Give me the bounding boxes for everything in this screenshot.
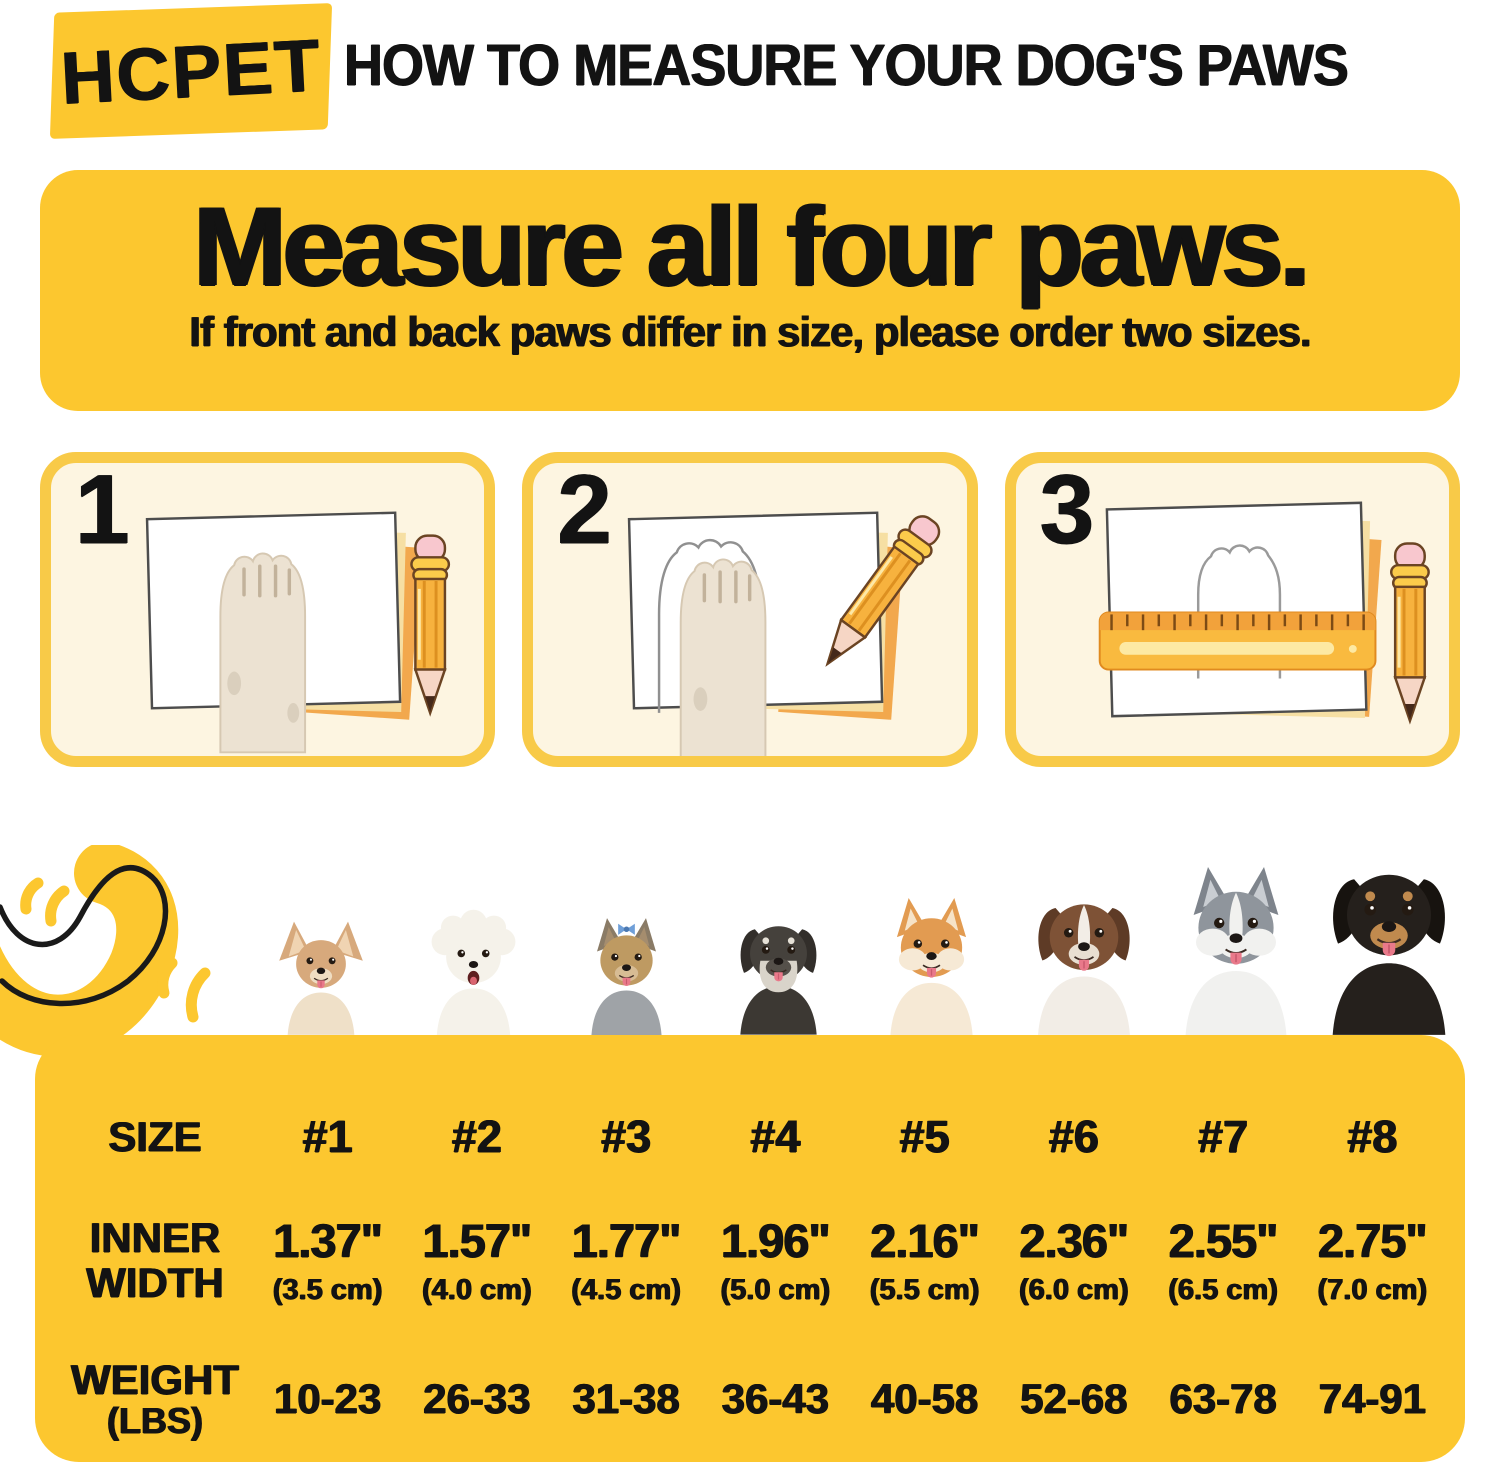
brand-logo-text: HCPET <box>58 22 324 120</box>
size-cell: #7 <box>1198 1111 1249 1162</box>
measure-banner: Measure all four paws. If front and back… <box>40 170 1460 411</box>
size-cell: #1 <box>302 1111 353 1162</box>
weight-cell: 31-38 <box>572 1375 680 1422</box>
squiggle-swoosh-icon <box>0 845 211 1057</box>
step-card-2: 2 <box>522 452 978 767</box>
inner-width-row-label: INNER WIDTH <box>86 1213 224 1306</box>
size-cell: #5 <box>899 1111 950 1162</box>
ruler-icon <box>1098 611 1377 671</box>
weight-cell: 40-58 <box>870 1375 979 1422</box>
size-chart: SIZE #1 #2 #3 #4 #5 #6 #7 #8 INNER WIDTH… <box>35 1035 1465 1462</box>
ruler-measure-icon <box>1098 501 1430 725</box>
dog-photo-miniature-schnauzer <box>727 895 830 1035</box>
weight-cell: 52-68 <box>1020 1375 1128 1422</box>
width-cell: 1.96" (5.0 cm) <box>720 1214 831 1306</box>
dog-photo-chihuahua <box>276 913 366 1035</box>
size-cell: #4 <box>750 1111 801 1162</box>
banner-headline: Measure all four paws. <box>193 184 1310 309</box>
dog-photo-australian-shepherd <box>1022 867 1146 1035</box>
step-card-1: 1 <box>40 452 496 767</box>
pencil-icon <box>825 515 941 667</box>
trace-paw-icon <box>628 511 941 756</box>
pencil-icon <box>410 534 451 717</box>
step-card-3: 3 <box>1004 452 1460 767</box>
paw-on-paper-icon <box>145 511 451 754</box>
size-row-label: SIZE <box>108 1113 202 1161</box>
weight-cell: 74-91 <box>1318 1375 1427 1422</box>
width-cell: 2.36" (6.0 cm) <box>1019 1214 1129 1306</box>
step-number-2: 2 <box>557 454 612 564</box>
dog-photo-husky <box>1168 851 1304 1035</box>
width-cell: 1.37" (3.5 cm) <box>272 1214 383 1306</box>
size-cell: #2 <box>451 1111 502 1162</box>
weight-row-label: WEIGHT (LBS) <box>71 1355 239 1442</box>
size-cell: #6 <box>1048 1111 1099 1162</box>
dog-photo-bichon-frise <box>424 901 523 1035</box>
inner-width-row: INNER WIDTH 1.37" (3.5 cm) 1.57" (4.0 cm) … <box>57 1181 1447 1339</box>
size-row: SIZE #1 #2 #3 #4 #5 #6 #7 #8 <box>57 1093 1447 1181</box>
weight-cell: 26-33 <box>423 1375 531 1422</box>
width-cell: 2.55" (6.5 cm) <box>1168 1214 1278 1306</box>
width-cell: 2.75" (7.0 cm) <box>1317 1214 1428 1306</box>
size-cell: #8 <box>1347 1111 1398 1162</box>
weight-row: WEIGHT (LBS) 10-23 26-33 31-38 36-43 40-… <box>57 1339 1447 1459</box>
dog-breeds-row <box>35 828 1465 1035</box>
weight-cell: 36-43 <box>721 1375 830 1422</box>
step-number-3: 3 <box>1039 454 1095 564</box>
weight-cell: 10-23 <box>273 1375 382 1422</box>
width-cell: 1.77" (4.5 cm) <box>571 1214 681 1306</box>
dog-photo-rottweiler <box>1313 829 1465 1035</box>
size-cell: #3 <box>601 1111 652 1162</box>
dog-photo-shiba-inu <box>876 885 987 1035</box>
weight-cell: 63-78 <box>1169 1375 1277 1422</box>
how-to-steps: 1 2 <box>40 452 1460 767</box>
pencil-icon <box>1389 542 1430 725</box>
dog-photo-yorkshire-terrier <box>579 907 674 1035</box>
banner-subheadline: If front and back paws differ in size, p… <box>189 308 1311 356</box>
width-cell: 2.16" (5.5 cm) <box>869 1214 980 1306</box>
brand-logo: HCPET <box>49 3 333 139</box>
step-number-1: 1 <box>75 454 130 564</box>
page-title: HOW TO MEASURE YOUR DOG'S PAWS <box>344 33 1349 98</box>
width-cell: 1.57" (4.0 cm) <box>422 1214 532 1306</box>
